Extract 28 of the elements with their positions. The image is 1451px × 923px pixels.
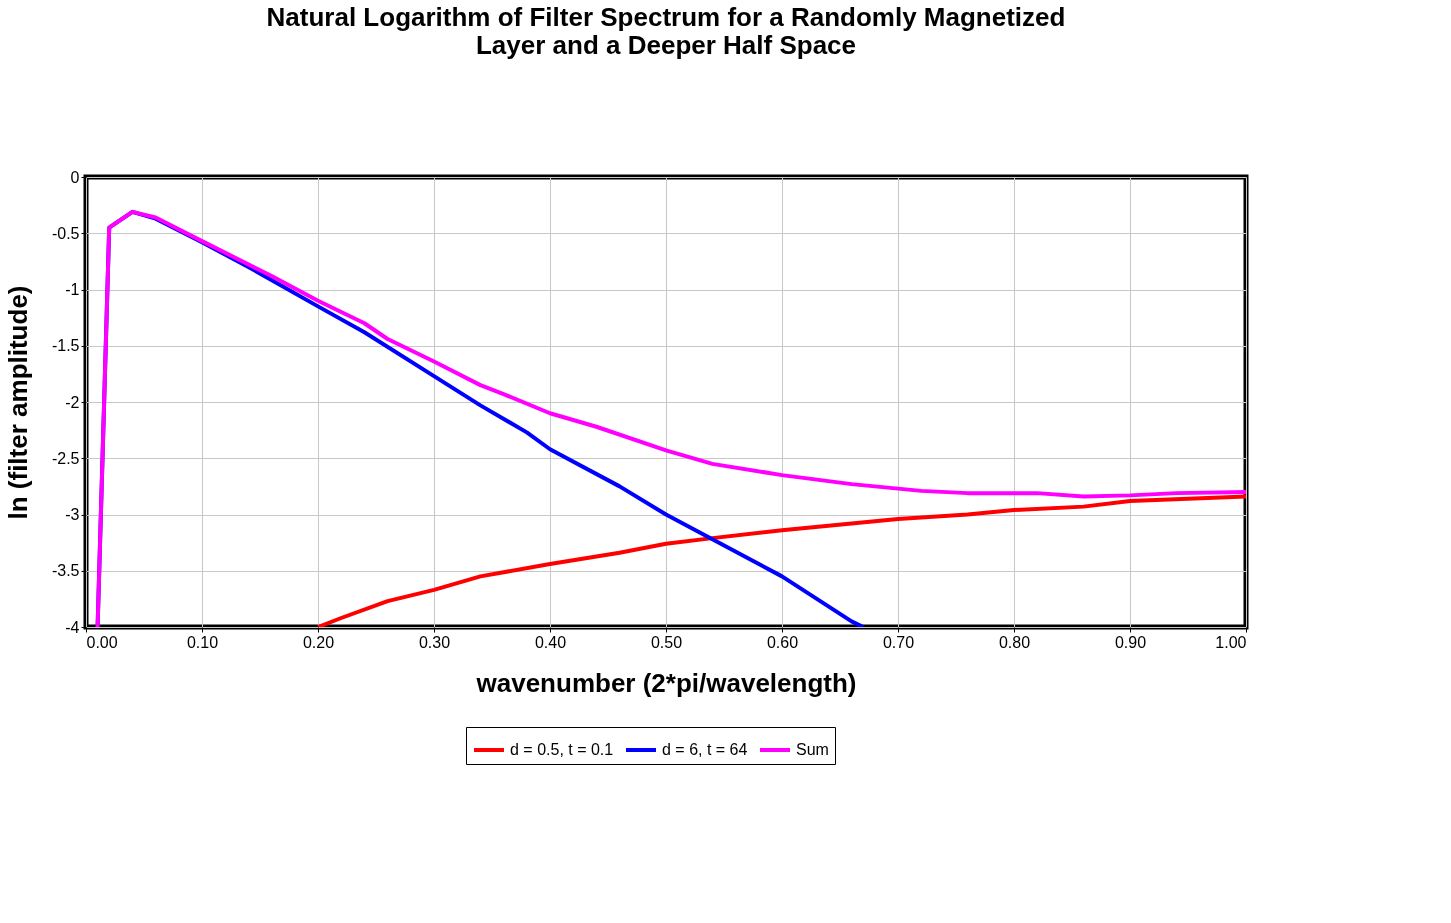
legend-label: d = 6, t = 64 bbox=[662, 741, 748, 758]
y-tick-label: -4 bbox=[65, 618, 80, 636]
line-series bbox=[95, 209, 1246, 627]
x-tick-label: 0.90 bbox=[1114, 633, 1147, 651]
x-tick-label: 0.40 bbox=[534, 633, 567, 651]
legend-label: Sum bbox=[796, 741, 829, 758]
y-tick-label: -0.5 bbox=[51, 224, 80, 242]
y-tick-label: -3 bbox=[65, 506, 80, 523]
y-tick-label: 0 bbox=[70, 168, 80, 186]
x-axis-title: wavenumber (2*pi/wavelength) bbox=[475, 667, 857, 698]
x-tick-label: 0.30 bbox=[418, 633, 451, 651]
x-tick-label: 0.50 bbox=[650, 633, 683, 651]
y-tick-label: -2.5 bbox=[51, 449, 80, 467]
line-series bbox=[316, 494, 1246, 627]
x-tick-label: 0.70 bbox=[882, 633, 915, 651]
chart-title: Natural Logarithm of Filter Spectrum for a Randomly Magnetized Layer and a Deeper Half Space bbox=[266, 2, 1066, 60]
y-tick-label: -3.5 bbox=[51, 562, 80, 580]
x-tick-label: 0.80 bbox=[998, 633, 1031, 651]
x-tick-label: 0.10 bbox=[186, 633, 219, 651]
legend-label: d = 0.5, t = 0.1 bbox=[510, 741, 614, 758]
y-tick-label: -1 bbox=[65, 281, 80, 298]
x-tick-label: 0.00 bbox=[86, 633, 118, 651]
y-tick-label: -1.5 bbox=[51, 337, 80, 355]
y-tick-label: -2 bbox=[65, 393, 80, 411]
y-axis-title: ln (filter amplitude) bbox=[2, 285, 33, 520]
x-tick-label: 1.00 bbox=[1215, 633, 1247, 651]
x-tick-label: 0.20 bbox=[302, 633, 335, 651]
x-tick-label: 0.60 bbox=[766, 633, 799, 651]
